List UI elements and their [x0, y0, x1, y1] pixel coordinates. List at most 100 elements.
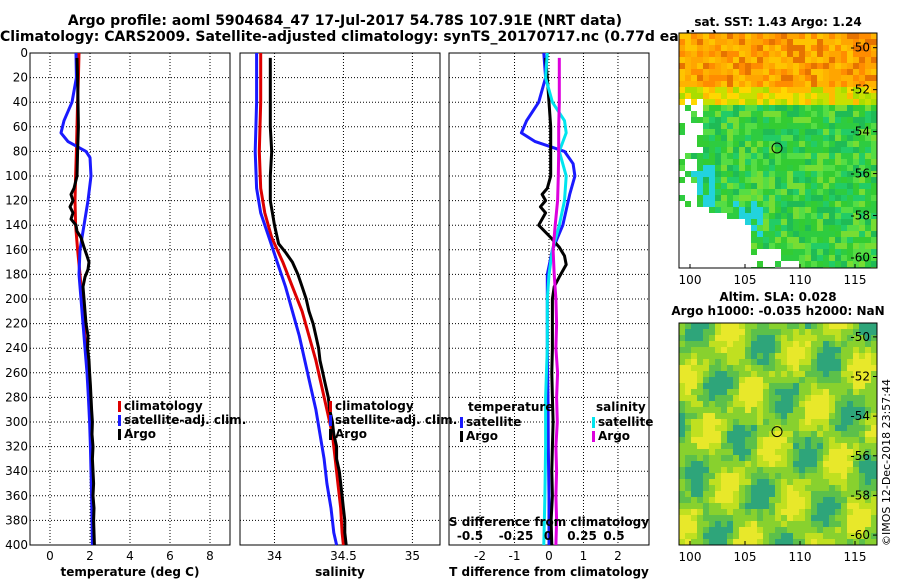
- sst-pixel: [703, 249, 709, 255]
- sla-pixel: [721, 437, 727, 443]
- sla-pixel: [715, 335, 721, 341]
- sla-pixel: [751, 389, 757, 395]
- sla-pixel: [835, 509, 841, 515]
- sst-pixel: [811, 141, 817, 147]
- sla-pixel: [751, 425, 757, 431]
- sla-pixel: [733, 341, 739, 347]
- sst-pixel: [757, 159, 763, 165]
- sla-pixel: [787, 491, 793, 497]
- sla-pixel: [859, 365, 865, 371]
- sla-pixel: [709, 341, 715, 347]
- sla-pixel: [685, 509, 691, 515]
- sla-pixel: [799, 491, 805, 497]
- sla-pixel: [817, 371, 823, 377]
- x-tick-label: 2: [614, 549, 622, 563]
- sst-pixel: [775, 207, 781, 213]
- sst-pixel: [841, 201, 847, 207]
- sla-pixel: [751, 449, 757, 455]
- sla-pixel: [715, 467, 721, 473]
- sst-pixel: [769, 261, 775, 267]
- sst-pixel: [709, 87, 715, 93]
- sla-pixel: [823, 485, 829, 491]
- sst-pixel: [859, 57, 865, 63]
- sst-pixel: [811, 87, 817, 93]
- sla-pixel: [853, 371, 859, 377]
- sst-pixel: [793, 63, 799, 69]
- sla-pixel: [697, 437, 703, 443]
- sst-pixel: [739, 225, 745, 231]
- sst-pixel: [721, 225, 727, 231]
- sst-pixel: [871, 111, 877, 117]
- sla-pixel: [763, 425, 769, 431]
- sla-pixel: [697, 353, 703, 359]
- sst-pixel: [691, 87, 697, 93]
- sst-pixel: [697, 69, 703, 75]
- sst-pixel: [721, 33, 727, 39]
- sla-pixel: [769, 341, 775, 347]
- sla-pixel: [799, 527, 805, 533]
- sla-pixel: [841, 509, 847, 515]
- sla-pixel: [793, 323, 799, 329]
- sst-pixel: [691, 189, 697, 195]
- sst-pixel: [691, 195, 697, 201]
- sst-pixel: [847, 57, 853, 63]
- sst-pixel: [769, 249, 775, 255]
- sst-pixel: [829, 63, 835, 69]
- sst-pixel: [847, 189, 853, 195]
- sst-pixel: [751, 219, 757, 225]
- sst-pixel: [781, 111, 787, 117]
- sla-pixel: [763, 473, 769, 479]
- sla-pixel: [787, 449, 793, 455]
- sst-pixel: [793, 153, 799, 159]
- sst-pixel: [805, 69, 811, 75]
- sla-pixel: [709, 389, 715, 395]
- sst-pixel: [859, 81, 865, 87]
- sst-pixel: [811, 171, 817, 177]
- sst-pixel: [733, 189, 739, 195]
- sst-pixel: [715, 99, 721, 105]
- sst-pixel: [865, 129, 871, 135]
- sla-pixel: [865, 389, 871, 395]
- sla-pixel: [727, 419, 733, 425]
- sla-pixel: [775, 521, 781, 527]
- sst-pixel: [775, 111, 781, 117]
- sst-pixel: [793, 225, 799, 231]
- legend-swatch: [592, 417, 595, 428]
- sst-pixel: [817, 177, 823, 183]
- sst-pixel: [685, 153, 691, 159]
- sst-pixel: [775, 255, 781, 261]
- sst-pixel: [769, 195, 775, 201]
- sst-pixel: [775, 165, 781, 171]
- sst-pixel: [829, 231, 835, 237]
- sst-pixel: [703, 201, 709, 207]
- sst-pixel: [781, 81, 787, 87]
- sst-pixel: [847, 219, 853, 225]
- sst-pixel: [859, 201, 865, 207]
- sst-pixel: [757, 237, 763, 243]
- sla-pixel: [829, 347, 835, 353]
- sst-pixel: [685, 207, 691, 213]
- sst-pixel: [757, 99, 763, 105]
- sst-pixel: [781, 135, 787, 141]
- sst-pixel: [769, 201, 775, 207]
- sla-pixel: [829, 503, 835, 509]
- sst-pixel: [691, 33, 697, 39]
- sla-pixel: [865, 425, 871, 431]
- sla-pixel: [763, 521, 769, 527]
- sla-pixel: [847, 395, 853, 401]
- sla-pixel: [787, 479, 793, 485]
- sst-pixel: [853, 243, 859, 249]
- sst-pixel: [859, 135, 865, 141]
- sla-pixel: [781, 479, 787, 485]
- sla-pixel: [829, 329, 835, 335]
- sst-pixel: [829, 147, 835, 153]
- sst-pixel: [763, 165, 769, 171]
- sla-pixel: [727, 467, 733, 473]
- sla-pixel: [781, 395, 787, 401]
- sst-pixel: [817, 51, 823, 57]
- sst-pixel: [679, 261, 685, 267]
- sst-pixel: [697, 261, 703, 267]
- sst-pixel: [841, 63, 847, 69]
- sst-pixel: [697, 93, 703, 99]
- sst-pixel: [691, 153, 697, 159]
